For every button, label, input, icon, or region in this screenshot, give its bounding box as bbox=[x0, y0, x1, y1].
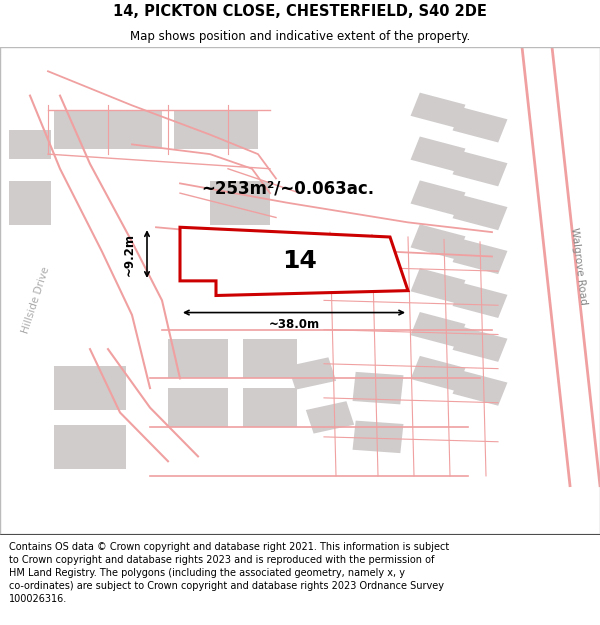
Text: ~253m²/~0.063ac.: ~253m²/~0.063ac. bbox=[202, 179, 374, 198]
Polygon shape bbox=[243, 339, 297, 378]
Polygon shape bbox=[452, 371, 508, 406]
Text: Hillside Drive: Hillside Drive bbox=[20, 266, 52, 335]
Polygon shape bbox=[174, 110, 258, 149]
Polygon shape bbox=[452, 327, 508, 362]
Polygon shape bbox=[452, 195, 508, 230]
Polygon shape bbox=[410, 268, 466, 303]
Polygon shape bbox=[54, 110, 162, 149]
Polygon shape bbox=[410, 92, 466, 128]
Polygon shape bbox=[288, 357, 336, 390]
Text: Contains OS data © Crown copyright and database right 2021. This information is : Contains OS data © Crown copyright and d… bbox=[9, 542, 449, 604]
Polygon shape bbox=[9, 181, 51, 225]
Polygon shape bbox=[243, 388, 297, 427]
Polygon shape bbox=[54, 366, 126, 410]
Polygon shape bbox=[168, 339, 228, 378]
Polygon shape bbox=[9, 130, 51, 159]
Polygon shape bbox=[410, 224, 466, 259]
Polygon shape bbox=[306, 401, 354, 434]
Text: 14: 14 bbox=[283, 249, 317, 273]
Polygon shape bbox=[410, 181, 466, 216]
Polygon shape bbox=[353, 421, 403, 453]
Polygon shape bbox=[410, 356, 466, 391]
Polygon shape bbox=[216, 244, 264, 279]
Text: ~38.0m: ~38.0m bbox=[268, 318, 320, 331]
Text: Walgrove Road: Walgrove Road bbox=[569, 227, 589, 306]
Text: Map shows position and indicative extent of the property.: Map shows position and indicative extent… bbox=[130, 30, 470, 43]
Polygon shape bbox=[410, 136, 466, 172]
Text: 14, PICKTON CLOSE, CHESTERFIELD, S40 2DE: 14, PICKTON CLOSE, CHESTERFIELD, S40 2DE bbox=[113, 4, 487, 19]
Polygon shape bbox=[410, 312, 466, 348]
Polygon shape bbox=[54, 425, 126, 469]
Polygon shape bbox=[452, 151, 508, 186]
Polygon shape bbox=[180, 228, 408, 296]
Polygon shape bbox=[452, 107, 508, 142]
Text: ~9.2m: ~9.2m bbox=[122, 232, 136, 276]
Polygon shape bbox=[353, 372, 403, 404]
Polygon shape bbox=[168, 388, 228, 427]
Polygon shape bbox=[452, 282, 508, 318]
Polygon shape bbox=[452, 239, 508, 274]
Polygon shape bbox=[210, 181, 270, 225]
